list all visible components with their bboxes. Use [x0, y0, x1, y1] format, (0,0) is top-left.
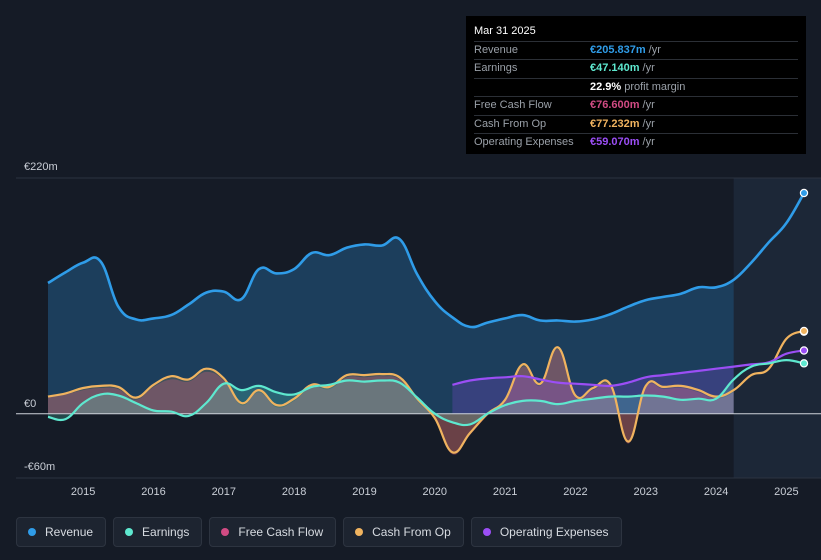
tooltip-label: Revenue	[474, 44, 519, 56]
x-tick-2017: 2017	[212, 486, 236, 498]
legend-label: Cash From Op	[372, 525, 451, 539]
cash-from-op-endpoint	[799, 326, 809, 336]
tooltip-date: Mar 31 2025	[474, 24, 798, 42]
tooltip-row-earnings: Earnings €47.140m /yr	[474, 60, 798, 79]
x-tick-2022: 2022	[563, 486, 587, 498]
legend: Revenue Earnings Free Cash Flow Cash Fro…	[16, 517, 622, 547]
revenue-endpoint	[799, 188, 809, 198]
legend-dot-icon	[355, 528, 364, 536]
legend-item-cash-from-op[interactable]: Cash From Op	[343, 517, 464, 547]
legend-label: Free Cash Flow	[238, 525, 324, 539]
cash-from-op-area	[48, 331, 804, 453]
tooltip-row-revenue: Revenue €205.837m /yr	[474, 42, 798, 61]
tooltip-value: €77.232m	[590, 117, 640, 130]
x-tick-2016: 2016	[141, 486, 165, 498]
legend-dot-icon	[482, 528, 491, 536]
tooltip-unit: /yr	[642, 135, 655, 148]
revenue-area	[48, 193, 804, 414]
revenue-line	[47, 192, 806, 329]
tooltip-unit: /yr	[648, 44, 661, 56]
legend-label: Revenue	[45, 525, 94, 539]
x-tick-2020: 2020	[423, 486, 447, 498]
tooltip-unit: /yr	[642, 62, 655, 75]
x-tick-2021: 2021	[493, 486, 517, 498]
tooltip-value: €76.600m	[590, 99, 640, 112]
earnings-line	[47, 359, 805, 427]
y-label-max: €220m	[24, 161, 58, 173]
legend-item-operating-expenses[interactable]: Operating Expenses	[470, 517, 622, 547]
legend-item-earnings[interactable]: Earnings	[113, 517, 203, 547]
earnings-endpoint	[799, 359, 809, 368]
tooltip-label: Earnings	[474, 62, 518, 75]
tooltip-value: €47.140m	[590, 62, 640, 75]
tooltip-row-profit-margin: 22.9% profit margin	[474, 79, 798, 98]
legend-label: Operating Expenses	[499, 525, 609, 539]
x-tick-2025: 2025	[774, 486, 798, 498]
y-label-min: -€60m	[24, 461, 55, 473]
tooltip-value: €205.837m	[590, 44, 646, 56]
legend-label: Earnings	[142, 525, 190, 539]
tooltip-unit: /yr	[642, 117, 655, 130]
earnings-area	[48, 360, 804, 426]
legend-dot-icon	[221, 528, 230, 536]
tooltip-row-cash-from-op: Cash From Op €77.232m /yr	[474, 116, 798, 134]
legend-item-free-cash-flow[interactable]: Free Cash Flow	[209, 517, 337, 547]
legend-dot-icon	[125, 528, 134, 536]
tooltip-value: 22.9%	[590, 80, 622, 93]
x-tick-2015: 2015	[71, 486, 95, 498]
x-tick-2024: 2024	[704, 486, 728, 498]
tooltip-unit: /yr	[642, 99, 655, 112]
tooltip-label: Operating Expenses	[474, 135, 574, 148]
x-tick-2023: 2023	[634, 486, 658, 498]
free-cash-flow-area	[48, 331, 804, 455]
forecast-highlight-band	[733, 178, 821, 478]
y-label-zero: €0	[24, 398, 36, 410]
legend-dot-icon	[28, 528, 36, 536]
tooltip-panel: Mar 31 2025 Revenue €205.837m /yr Earnin…	[466, 16, 806, 154]
tooltip-row-operating-expenses: Operating Expenses €59.070m /yr	[474, 134, 798, 151]
tooltip-label	[474, 79, 590, 96]
x-tick-2019: 2019	[352, 486, 376, 498]
tooltip-row-free-cash-flow: Free Cash Flow €76.600m /yr	[474, 97, 798, 116]
operating-expenses-line	[452, 349, 805, 388]
tooltip-unit: profit margin	[624, 80, 686, 93]
operating-expenses-endpoint	[799, 346, 809, 355]
tooltip-label: Free Cash Flow	[474, 99, 552, 112]
legend-item-revenue[interactable]: Revenue	[16, 517, 107, 547]
tooltip-label: Cash From Op	[474, 117, 547, 130]
tooltip-value: €59.070m	[590, 135, 640, 148]
x-tick-2018: 2018	[282, 486, 306, 498]
